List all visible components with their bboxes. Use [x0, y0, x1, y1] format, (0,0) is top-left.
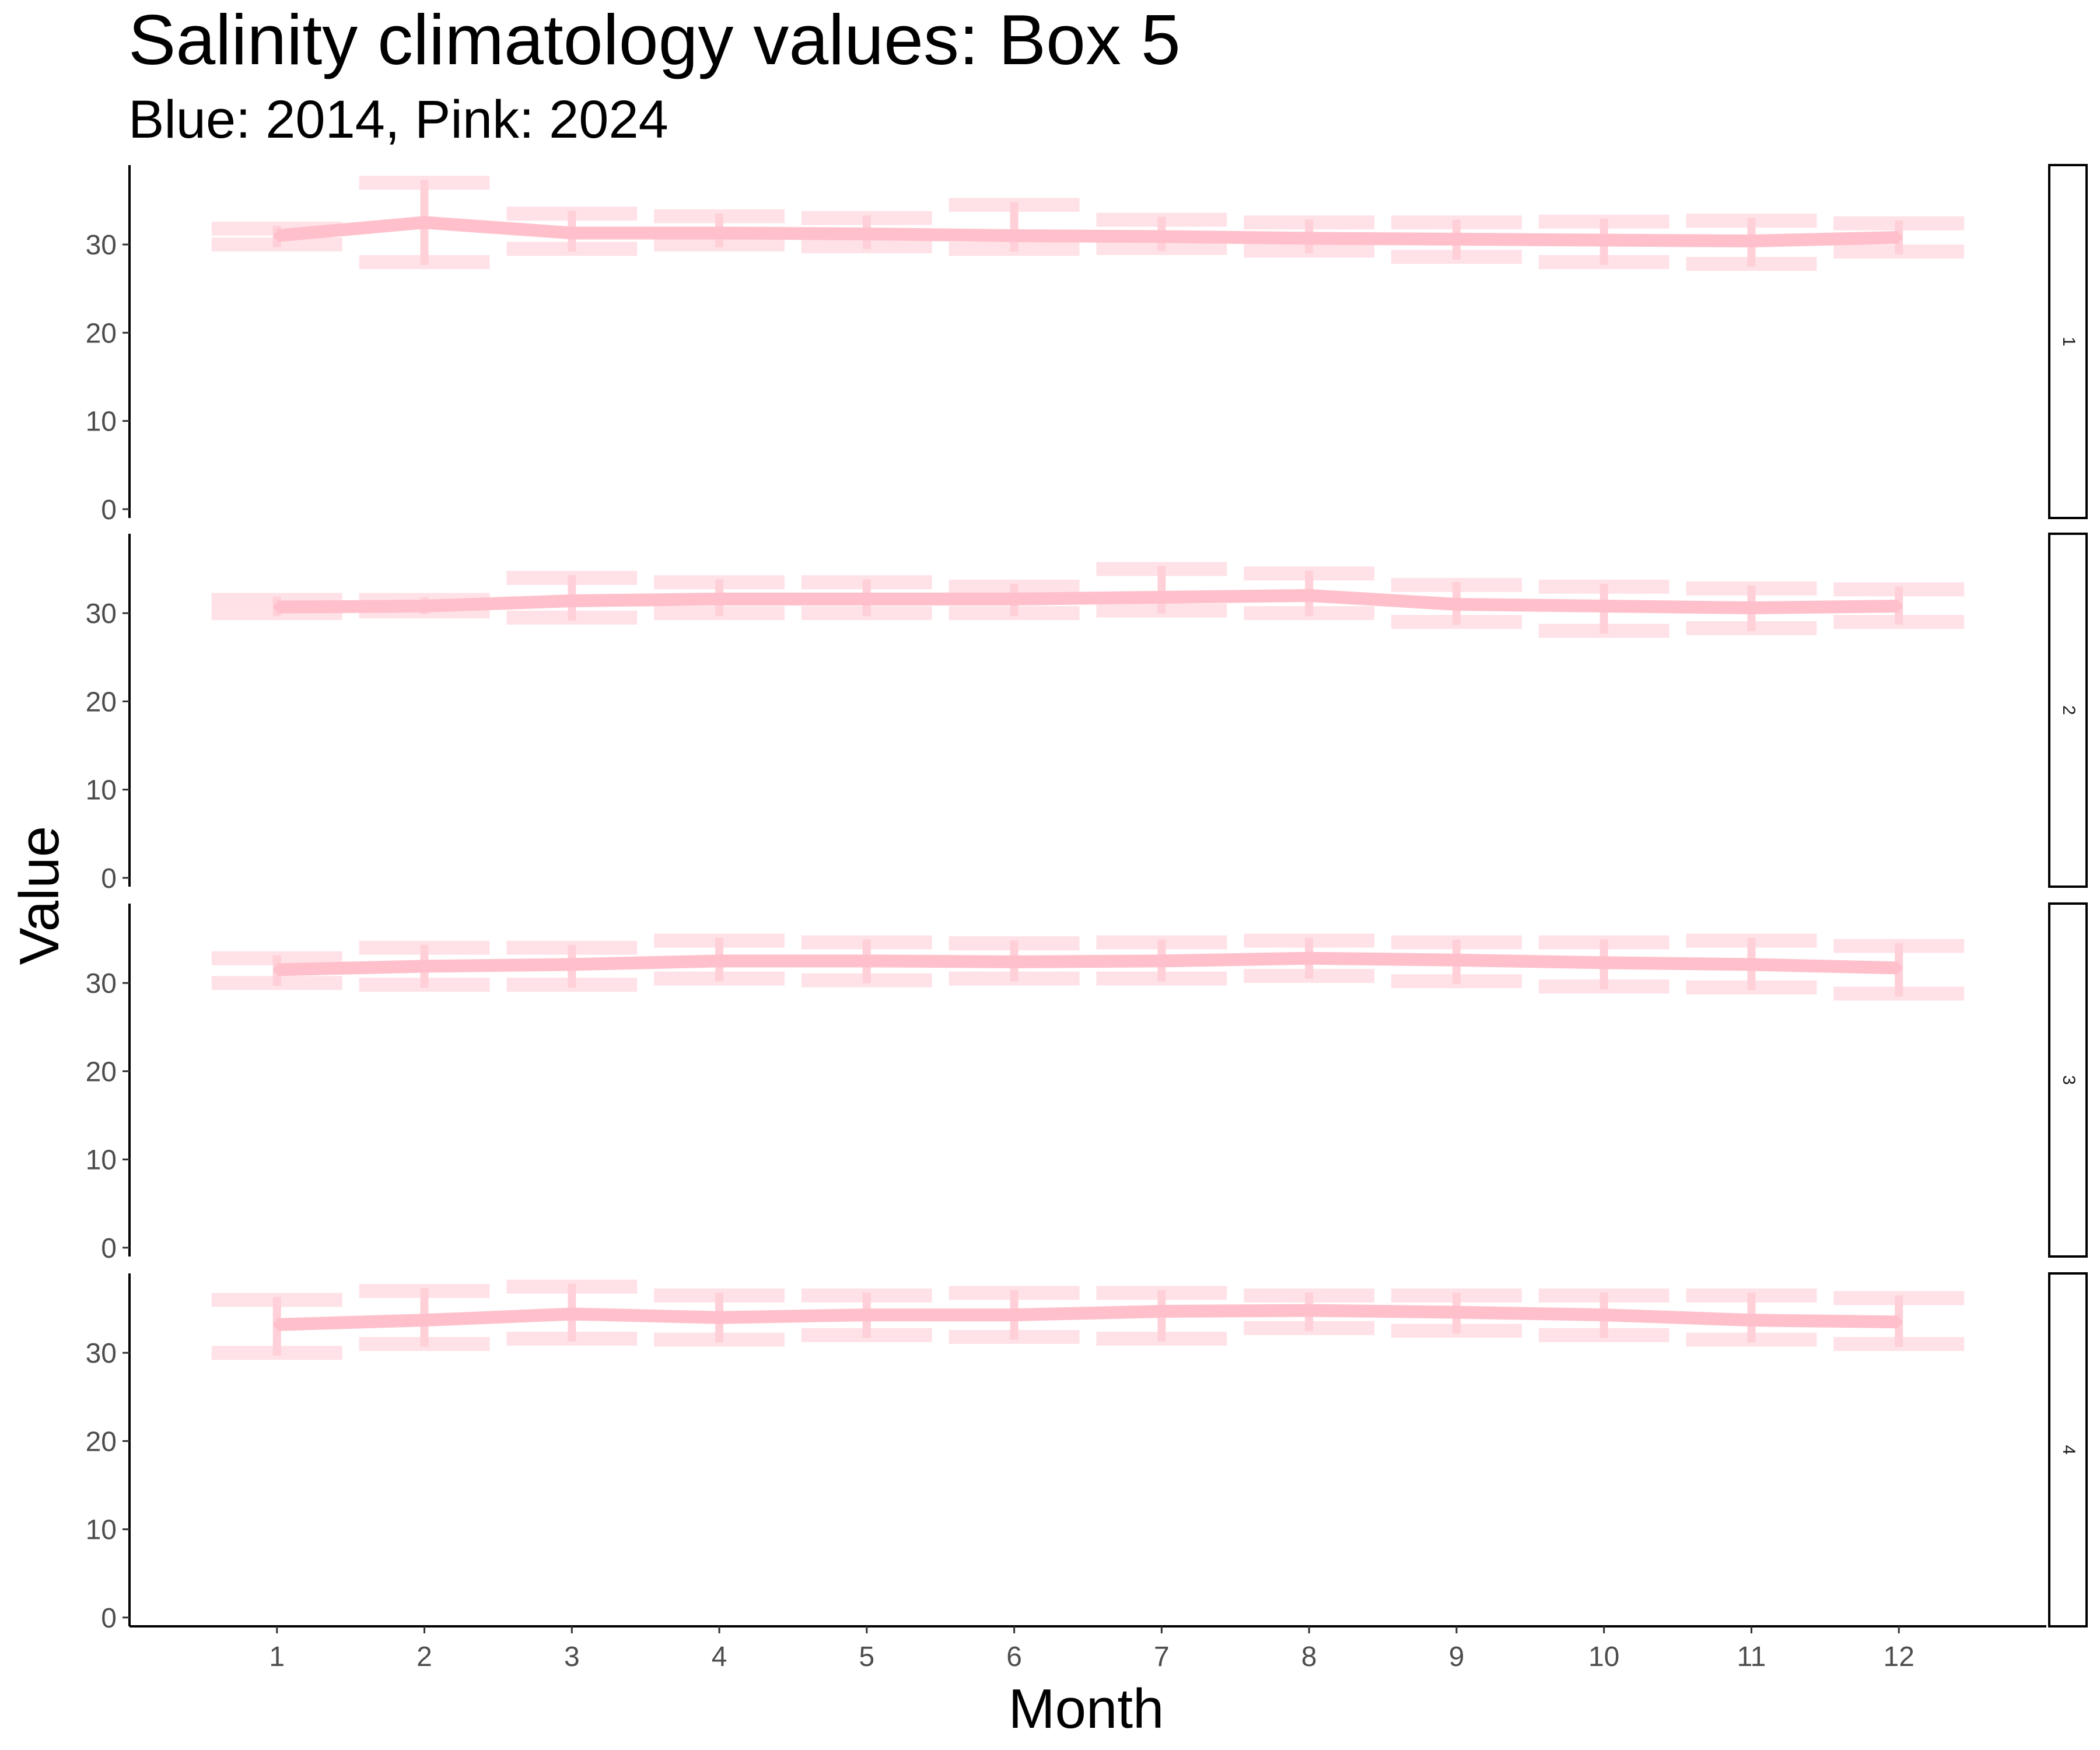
y-tick-label: 20 — [86, 1426, 117, 1457]
data-point — [716, 1314, 723, 1321]
x-tick-label: 9 — [1449, 1642, 1465, 1672]
y-tick-label: 0 — [101, 863, 117, 894]
y-tick-label: 30 — [86, 968, 117, 999]
x-tick-label: 7 — [1154, 1642, 1170, 1672]
chart-subtitle: Blue: 2014, Pink: 2024 — [128, 90, 668, 149]
data-point — [273, 603, 281, 611]
data-point — [273, 966, 281, 974]
data-point — [1748, 1317, 1755, 1324]
data-point — [1748, 604, 1755, 612]
data-point — [1895, 1318, 1903, 1326]
data-point — [568, 229, 576, 237]
x-tick-label: 1 — [269, 1642, 285, 1672]
data-point — [1895, 964, 1903, 972]
data-point — [1158, 233, 1166, 240]
facet-strip-label: 1 — [2059, 337, 2078, 346]
x-tick-label: 6 — [1006, 1642, 1022, 1672]
panel-4: 0 10 20 30 4 — [86, 1272, 2088, 1634]
data-point — [1306, 235, 1313, 242]
series-line — [276, 216, 1899, 248]
data-point — [568, 1310, 576, 1318]
data-point — [273, 1321, 281, 1328]
data-point — [1452, 1308, 1460, 1316]
data-point — [568, 597, 576, 604]
data-point — [1452, 601, 1460, 608]
facet-strip-label: 3 — [2059, 1075, 2078, 1085]
data-point — [421, 1317, 428, 1324]
x-tick-label: 2 — [416, 1642, 432, 1672]
y-tick-label: 30 — [86, 598, 117, 629]
y-tick-label: 20 — [86, 318, 117, 349]
series-line — [276, 951, 1899, 977]
x-tick-label: 10 — [1588, 1642, 1619, 1672]
y-axis-title: Value — [8, 826, 71, 965]
y-tick-label: 0 — [101, 1603, 117, 1634]
x-tick-label: 11 — [1737, 1642, 1766, 1672]
panel-2: 0 10 20 30 2 — [86, 533, 2088, 894]
data-point — [568, 961, 576, 968]
data-point — [863, 230, 870, 237]
y-tick-label: 20 — [86, 1056, 117, 1087]
data-point — [863, 957, 870, 965]
y-tick-label: 10 — [86, 1515, 117, 1546]
y-tick-label: 10 — [86, 775, 117, 806]
facet-strip-label: 4 — [2059, 1445, 2078, 1455]
data-point — [1452, 956, 1460, 964]
data-point — [1452, 236, 1460, 243]
facet-strip — [2048, 902, 2088, 1258]
data-point — [716, 595, 723, 603]
data-point — [1158, 957, 1166, 965]
data-point — [1010, 1311, 1018, 1319]
data-point — [1306, 954, 1313, 962]
x-tick-label: 5 — [859, 1642, 874, 1672]
data-point — [1600, 603, 1608, 610]
data-point — [421, 603, 428, 610]
data-point — [1158, 593, 1166, 601]
y-tick-label: 10 — [86, 407, 117, 438]
data-point — [863, 1311, 870, 1319]
panel-1: 0 10 20 30 1 — [86, 164, 2088, 526]
y-tick-label: 10 — [86, 1145, 117, 1176]
facet-strip-label: 2 — [2059, 705, 2078, 715]
chart-title: Salinity climatology values: Box 5 — [128, 0, 1181, 79]
data-point — [1600, 236, 1608, 244]
data-point — [1895, 603, 1903, 610]
data-point — [716, 957, 723, 965]
data-point — [1306, 1307, 1313, 1314]
x-tick-label: 4 — [712, 1642, 727, 1672]
data-point — [1895, 234, 1903, 242]
x-tick-label: 12 — [1884, 1642, 1915, 1672]
data-point — [863, 595, 870, 603]
data-point — [1010, 232, 1018, 239]
y-tick-label: 30 — [86, 230, 117, 261]
data-point — [1010, 958, 1018, 965]
data-point — [1010, 595, 1018, 603]
x-axis: 1 2 3 4 5 6 7 8 9 10 11 12 — [130, 1625, 2046, 1672]
data-point — [1306, 592, 1313, 599]
y-tick-label: 20 — [86, 687, 117, 718]
facet-strip — [2048, 533, 2088, 888]
data-point — [421, 963, 428, 970]
x-tick-label: 3 — [564, 1642, 580, 1672]
panel-3: 0 10 20 30 3 — [86, 902, 2088, 1264]
x-axis-title: Month — [1009, 1678, 1164, 1740]
series-line — [276, 589, 1899, 615]
y-tick-label: 30 — [86, 1338, 117, 1369]
data-point — [273, 232, 281, 239]
data-point — [1600, 1311, 1608, 1319]
facet-strip — [2048, 164, 2088, 519]
x-tick-label: 8 — [1301, 1642, 1317, 1672]
series-line — [276, 1304, 1899, 1331]
data-point — [1158, 1308, 1166, 1315]
data-point — [1600, 959, 1608, 967]
facet-strip — [2048, 1272, 2088, 1628]
data-point — [1748, 237, 1755, 245]
data-point — [1748, 961, 1755, 968]
data-point — [716, 229, 723, 237]
y-tick-label: 0 — [101, 1233, 117, 1264]
y-tick-label: 0 — [101, 495, 117, 526]
data-point — [421, 219, 428, 226]
